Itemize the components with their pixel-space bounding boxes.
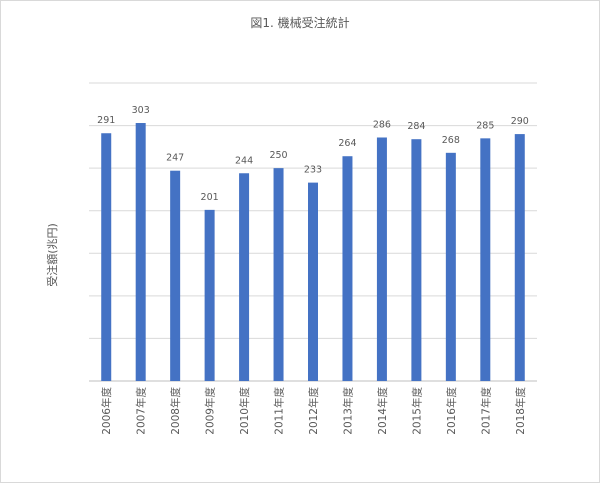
x-tick-label: 2009年度 [204,387,217,435]
data-label: 233 [304,165,322,176]
x-tick-label: 2007年度 [135,387,148,435]
bar [135,123,146,381]
bar [342,156,353,381]
x-tick-label: 2010年度 [238,387,251,435]
data-label: 247 [166,153,184,164]
data-label: 285 [476,120,494,131]
bar [308,182,318,381]
bar [170,170,181,381]
data-label: 290 [511,116,529,127]
x-tick-label: 2008年度 [169,387,182,435]
x-tick-label: 2006年度 [100,387,113,435]
bar [480,138,491,381]
data-label: 268 [442,135,460,146]
x-tick-label: 2013年度 [341,387,354,435]
bar [239,173,250,381]
bar [101,133,112,381]
x-tick-label: 2011年度 [273,387,286,435]
data-label: 201 [201,192,219,203]
bar [445,152,456,381]
bar [273,168,284,381]
bar [514,134,525,381]
x-tick-label: 2012年度 [307,387,320,435]
data-label: 291 [97,115,115,126]
data-label: 284 [407,121,425,132]
x-tick-label: 2018年度 [514,387,527,435]
data-label: 264 [338,138,356,149]
x-tick-labels: 2006年度 2007年度 2008年度 2009年度 2010年度 2011年度 2012… [100,387,527,435]
bar [411,139,422,381]
bar [204,209,215,381]
data-labels: 291 303 247 201 244 250 233 264 286 284 268 285 290 [97,105,529,203]
data-label: 244 [235,155,253,166]
bar [376,137,387,381]
x-tick-label: 2016年度 [445,387,458,435]
chart-title: 図1. 機械受注統計 [250,16,350,30]
x-tick-label: 2014年度 [376,387,389,435]
data-label: 286 [373,119,391,130]
data-label: 303 [132,105,150,116]
x-tick-label: 2017年度 [479,387,492,435]
bars [101,123,525,381]
x-tick-label: 2015年度 [410,387,423,435]
data-label: 250 [269,150,287,161]
